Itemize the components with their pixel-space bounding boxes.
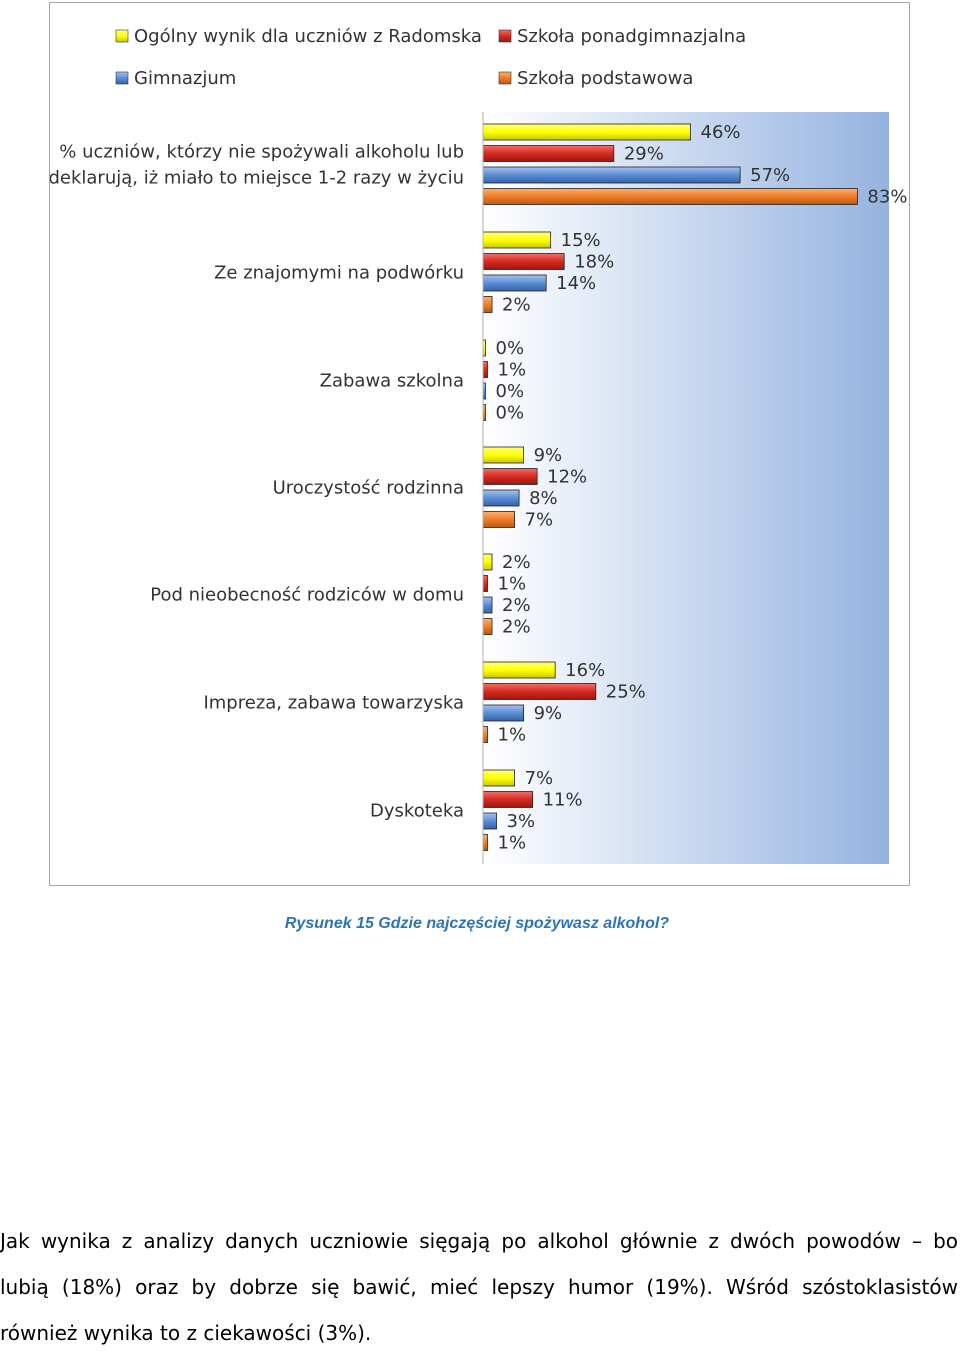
bar-c1-s2	[482, 145, 615, 162]
bar-c5-s4	[482, 618, 493, 635]
bar-c5-s1	[482, 553, 493, 571]
body-paragraph: Jak wynika z analizy danych uczniowie si…	[0, 1218, 958, 1356]
data-label-c1-s3: 57%	[750, 165, 790, 186]
data-label-c7-s3: 3%	[507, 811, 536, 832]
category-label-6: Impreza, zabawa towarzyska	[203, 692, 464, 713]
data-label-c2-s2: 18%	[574, 252, 614, 273]
paragraph-line-3: również wynika to z ciekawości (3%).	[0, 1321, 372, 1345]
category-label-3: Zabawa szkolna	[320, 370, 464, 391]
bar-c4-s4	[482, 511, 515, 528]
data-label-c7-s4: 1%	[498, 833, 527, 854]
data-label-c5-s3: 2%	[502, 595, 531, 616]
chart: Ogólny wynik dla uczniów z Radomska Szkoł…	[50, 26, 907, 864]
legend-swatch-3	[115, 71, 129, 85]
category-label-2: Ze znajomymi na podwórku	[214, 262, 464, 283]
paragraph-line-2: lubią (18%) oraz by dobrze się bawić, mi…	[0, 1275, 958, 1299]
legend-label-4: Szkoła podstawowa	[517, 68, 693, 89]
data-label-c2-s1: 15%	[561, 230, 601, 251]
legend-swatch-1	[115, 29, 129, 43]
bar-c2-s4	[482, 296, 493, 313]
bar-c7-s4	[482, 834, 488, 851]
bar-c5-s3	[482, 596, 493, 614]
bar-c1-s4	[482, 188, 858, 205]
data-label-c6-s3: 9%	[534, 703, 563, 724]
data-label-c4-s3: 8%	[529, 488, 558, 509]
bar-c2-s3	[482, 274, 547, 292]
bar-c6-s3	[482, 704, 524, 722]
category-label-1-line-2: deklarują, iż miało to miejsce 1-2 razy …	[50, 167, 464, 188]
data-label-c5-s1: 2%	[502, 552, 531, 573]
legend-swatch-4	[498, 71, 512, 85]
data-label-c7-s1: 7%	[525, 768, 554, 789]
bar-c7-s3	[482, 812, 497, 830]
data-label-c3-s2: 1%	[498, 360, 527, 381]
data-label-c3-s4: 0%	[496, 403, 525, 424]
bar-c2-s2	[482, 253, 565, 270]
bar-c2-s1	[482, 231, 552, 249]
legend-swatch-2	[498, 29, 512, 43]
legend-label-1: Ogólny wynik dla uczniów z Radomska	[134, 26, 482, 47]
legend-label-3: Gimnazjum	[134, 68, 236, 89]
bar-c3-s2	[482, 361, 488, 378]
data-label-c4-s4: 7%	[525, 510, 554, 531]
legend-label-2: Szkoła ponadgimnazjalna	[517, 26, 746, 47]
data-label-c1-s4: 83%	[867, 187, 907, 208]
data-label-c4-s2: 12%	[547, 467, 587, 488]
category-label-5: Pod nieobecność rodziców w domu	[150, 584, 464, 605]
data-label-c6-s1: 16%	[565, 660, 605, 681]
bar-c5-s2	[482, 575, 488, 592]
data-label-c6-s4: 1%	[498, 725, 527, 746]
data-label-c1-s2: 29%	[624, 144, 664, 165]
data-label-c5-s2: 1%	[498, 574, 527, 595]
data-label-c3-s3: 0%	[496, 381, 525, 402]
bar-c6-s1	[482, 661, 556, 679]
data-label-c5-s4: 2%	[502, 617, 531, 638]
bar-c4-s3	[482, 489, 520, 507]
category-label-1-line-1: % uczniów, którzy nie spożywali alkoholu…	[59, 141, 464, 162]
bar-c6-s2	[482, 683, 597, 700]
data-label-c2-s4: 2%	[502, 295, 531, 316]
data-label-c4-s1: 9%	[534, 445, 563, 466]
bar-c7-s2	[482, 791, 534, 808]
bar-c6-s4	[482, 726, 488, 743]
data-label-c1-s1: 46%	[701, 122, 741, 143]
data-label-c2-s3: 14%	[556, 273, 596, 294]
bar-c7-s1	[482, 769, 515, 787]
data-label-c7-s2: 11%	[543, 790, 583, 811]
bar-c4-s2	[482, 468, 538, 485]
bar-c4-s1	[482, 446, 524, 464]
chart-frame: Ogólny wynik dla uczniów z Radomska Szkoł…	[49, 2, 910, 886]
figure-caption: Rysunek 15 Gdzie najczęściej spożywasz a…	[284, 915, 670, 932]
data-label-c3-s1: 0%	[496, 338, 525, 359]
data-label-c6-s2: 25%	[606, 682, 646, 703]
paragraph-line-1: Jak wynika z analizy danych uczniowie si…	[0, 1229, 958, 1253]
bar-c1-s1	[482, 123, 691, 141]
category-label-4: Uroczystość rodzinna	[273, 477, 464, 498]
bar-c1-s3	[482, 166, 741, 184]
category-label-7: Dyskoteka	[370, 800, 464, 821]
